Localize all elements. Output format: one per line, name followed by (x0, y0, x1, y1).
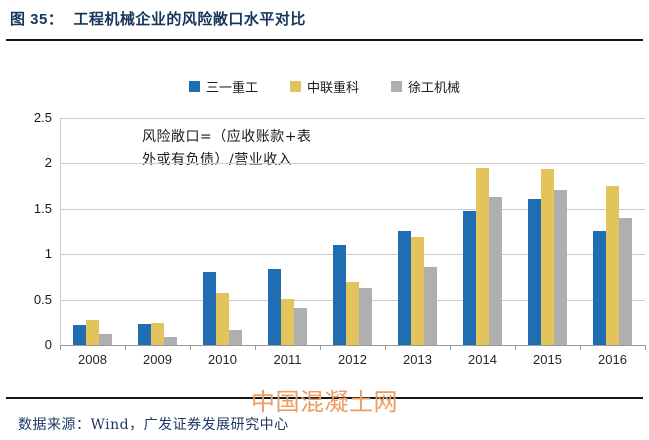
bar-中联重科-2012 (346, 282, 359, 345)
bar-中联重科-2014 (476, 168, 489, 345)
figure-title: 图 35： 工程机械企业的风险敞口水平对比 (10, 8, 306, 29)
bar-三一重工-2009 (138, 324, 151, 345)
bar-徐工机械-2013 (424, 266, 437, 345)
y-axis-tick-label: 2 (44, 155, 52, 170)
y-axis-line (60, 117, 61, 345)
bar-徐工机械-2010 (229, 330, 242, 345)
y-axis-tick-label: 2.5 (33, 109, 52, 125)
watermark: 中国混凝土网 (251, 388, 398, 416)
legend-label: 中联重科 (306, 81, 359, 96)
x-axis-tick (385, 346, 386, 350)
bar-三一重工-2013 (398, 231, 411, 345)
bar-徐工机械-2014 (489, 196, 502, 345)
bar-三一重工-2014 (463, 211, 476, 345)
x-axis-tick (515, 346, 516, 350)
bar-徐工机械-2009 (164, 336, 177, 345)
title-divider (6, 39, 643, 41)
bar-中联重科-2013 (411, 236, 424, 345)
data-source: 数据来源：Wind，广发证券发展研究中心 (18, 417, 289, 433)
x-axis-tick (60, 346, 61, 350)
chart-legend: 三一重工 中联重科 徐工机械 (0, 77, 649, 96)
x-axis-label: 2010 (208, 352, 237, 367)
figure-title-text: 工程机械企业的风险敞口水平对比 (73, 11, 306, 28)
y-axis-tick-label: 0.5 (33, 291, 52, 307)
x-axis-tick (580, 346, 581, 350)
legend-swatch-icon (289, 81, 301, 92)
legend-item-徐工机械: 徐工机械 (391, 77, 460, 96)
bar-徐工机械-2011 (294, 307, 307, 345)
bar-三一重工-2008 (73, 324, 86, 345)
bottom-divider (6, 397, 643, 399)
bar-徐工机械-2012 (359, 287, 372, 345)
bar-徐工机械-2008 (99, 334, 112, 345)
y-axis-tick-label: 0 (44, 337, 52, 352)
x-axis-line (60, 345, 646, 346)
legend-swatch-icon (188, 81, 200, 92)
legend-label: 徐工机械 (408, 81, 461, 96)
gridline (60, 254, 645, 255)
x-axis-label: 2015 (533, 352, 562, 367)
gridline (60, 208, 645, 210)
bar-三一重工-2015 (528, 199, 541, 345)
x-axis-tick (645, 346, 646, 350)
bar-三一重工-2016 (593, 231, 606, 345)
x-axis-tick (255, 346, 256, 350)
legend-swatch-icon (391, 81, 402, 92)
gridline (60, 163, 645, 164)
bar-中联重科-2009 (151, 323, 164, 345)
bar-中联重科-2015 (541, 169, 554, 345)
figure-label: 图 35： (10, 11, 64, 28)
x-axis-tick (320, 346, 321, 350)
y-axis-tick-label: 1 (44, 246, 52, 261)
x-axis-label: 2014 (468, 352, 497, 367)
legend-label: 三一重工 (205, 81, 258, 96)
bar-徐工机械-2015 (554, 190, 567, 345)
bar-中联重科-2016 (606, 185, 619, 345)
legend-item-中联重科: 中联重科 (289, 77, 359, 96)
x-axis-label: 2012 (338, 352, 367, 367)
annotation-line-2: 外或有负债）/营业收入 (142, 152, 293, 168)
x-axis-label: 2008 (78, 352, 107, 367)
bar-三一重工-2012 (333, 244, 346, 345)
bar-中联重科-2008 (86, 320, 99, 345)
y-axis-tick-label: 1.5 (33, 200, 52, 216)
bar-三一重工-2010 (203, 272, 216, 345)
x-axis-tick (125, 346, 126, 350)
bar-三一重工-2011 (268, 269, 281, 345)
gridline (60, 117, 645, 119)
chart-annotation: 风险敞口=（应收账款+表 外或有负债）/营业收入 (142, 126, 311, 172)
x-axis-tick (450, 346, 451, 350)
bar-徐工机械-2016 (619, 217, 632, 345)
x-axis-label: 2013 (403, 352, 432, 367)
legend-item-三一重工: 三一重工 (188, 77, 258, 96)
bar-中联重科-2010 (216, 293, 229, 345)
x-axis-label: 2011 (273, 352, 302, 367)
annotation-line-1: 风险敞口=（应收账款+表 (142, 129, 312, 145)
x-axis-label: 2016 (598, 352, 627, 367)
x-axis-tick (190, 346, 191, 350)
x-axis-label: 2009 (143, 352, 172, 367)
bar-中联重科-2011 (281, 298, 294, 345)
